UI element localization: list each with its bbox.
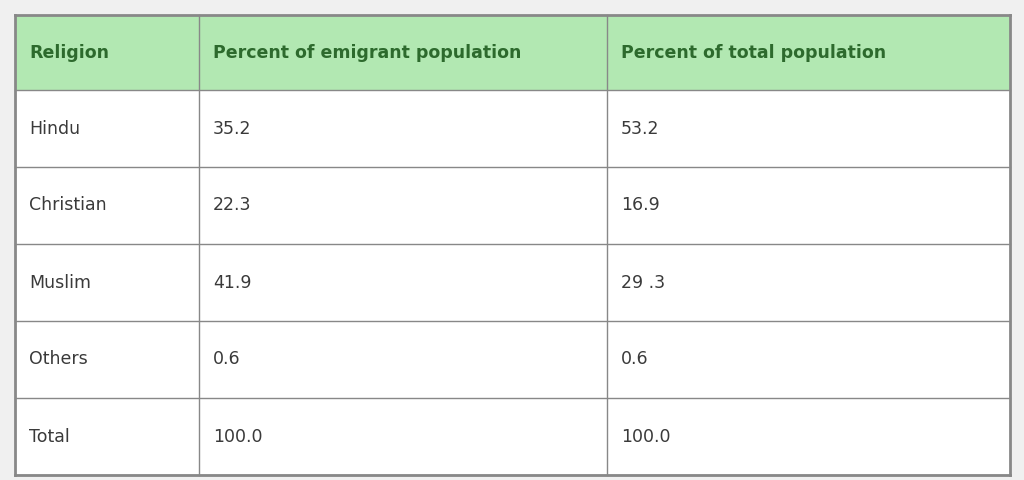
Text: Total: Total: [29, 428, 70, 445]
Bar: [199, 15, 607, 90]
Text: Christian: Christian: [29, 196, 106, 215]
Bar: [15, 398, 199, 475]
Bar: [607, 90, 1010, 167]
Bar: [607, 244, 1010, 321]
Text: 35.2: 35.2: [213, 120, 252, 137]
Bar: [607, 398, 1010, 475]
Text: 0.6: 0.6: [621, 350, 648, 369]
Text: Others: Others: [29, 350, 88, 369]
Text: 100.0: 100.0: [213, 428, 262, 445]
Bar: [15, 167, 199, 244]
Bar: [199, 321, 607, 398]
Bar: [607, 321, 1010, 398]
Bar: [15, 15, 199, 90]
Bar: [15, 244, 199, 321]
Text: Religion: Religion: [29, 44, 109, 61]
Text: 53.2: 53.2: [621, 120, 659, 137]
Text: Percent of emigrant population: Percent of emigrant population: [213, 44, 521, 61]
Bar: [607, 15, 1010, 90]
Text: 29 .3: 29 .3: [621, 274, 666, 291]
Text: 100.0: 100.0: [621, 428, 671, 445]
Bar: [199, 244, 607, 321]
Bar: [199, 167, 607, 244]
Text: Percent of total population: Percent of total population: [621, 44, 886, 61]
Bar: [607, 167, 1010, 244]
Bar: [15, 90, 199, 167]
Text: 22.3: 22.3: [213, 196, 252, 215]
Text: 41.9: 41.9: [213, 274, 252, 291]
Bar: [199, 398, 607, 475]
Bar: [199, 90, 607, 167]
Text: Hindu: Hindu: [29, 120, 80, 137]
Text: 16.9: 16.9: [621, 196, 659, 215]
Text: Muslim: Muslim: [29, 274, 91, 291]
Bar: [15, 321, 199, 398]
Text: 0.6: 0.6: [213, 350, 241, 369]
